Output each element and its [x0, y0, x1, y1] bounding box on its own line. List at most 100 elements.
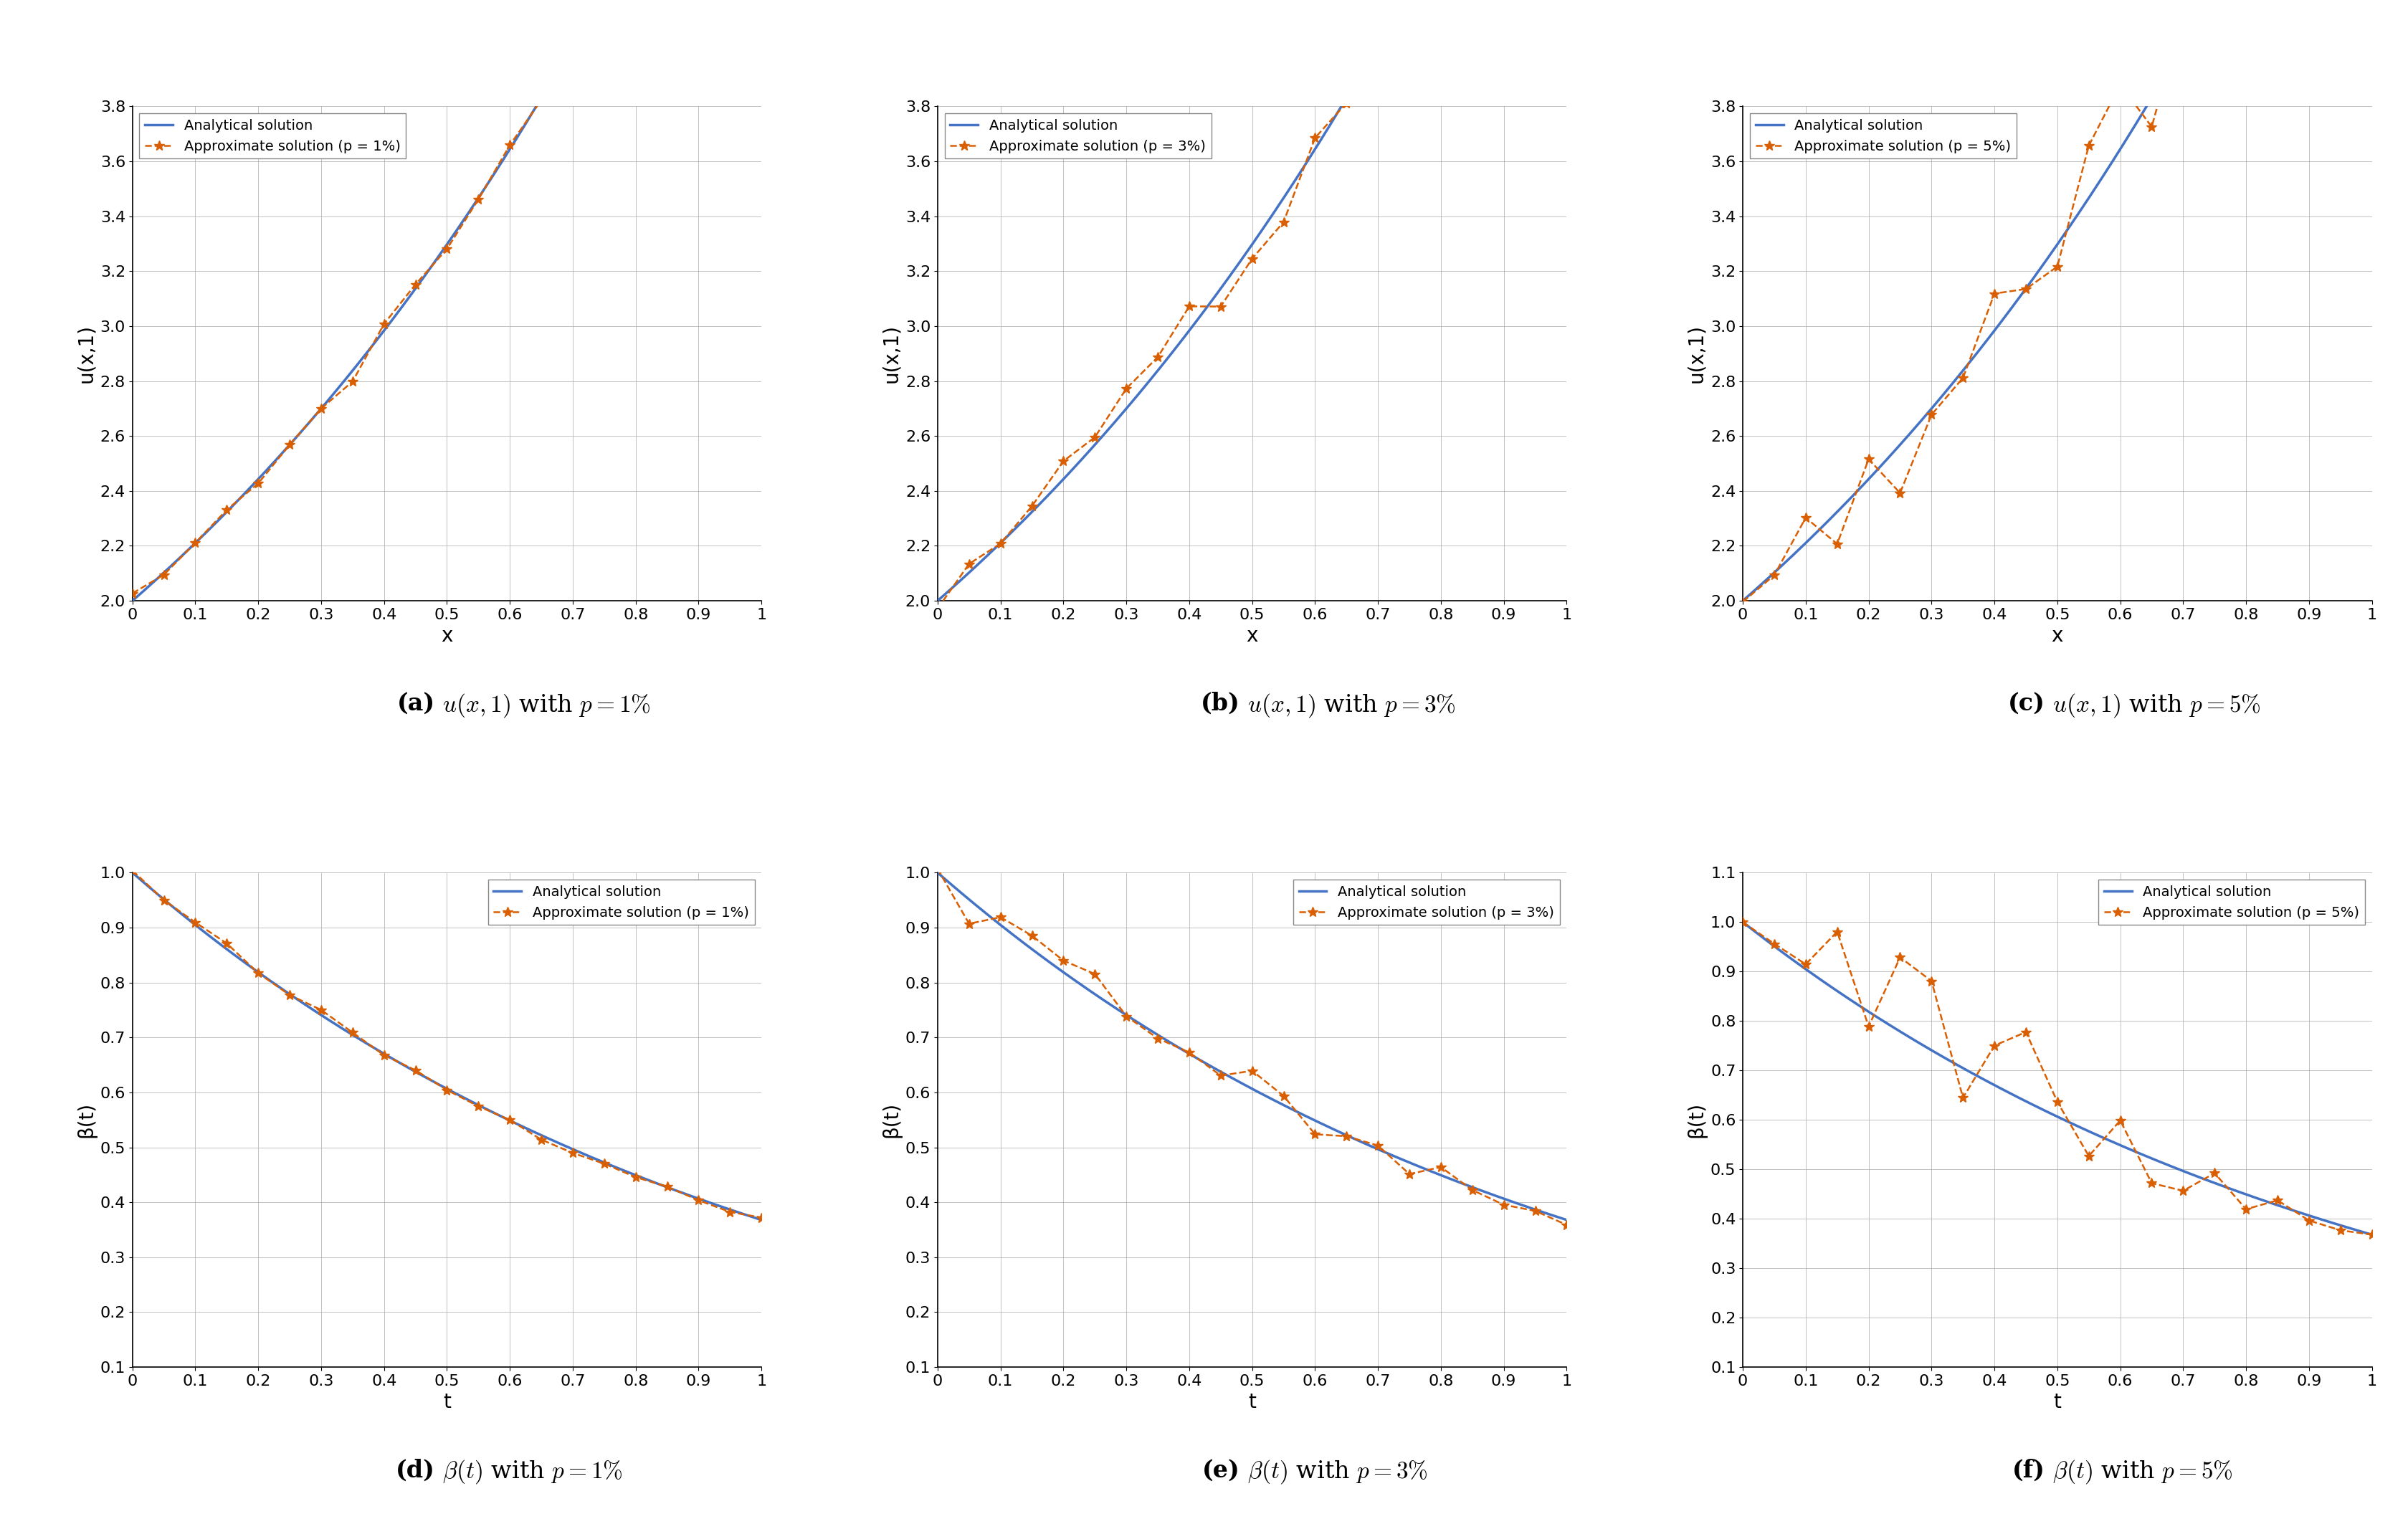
Line: Approximate solution (p = 1%): Approximate solution (p = 1%): [128, 866, 766, 1223]
Analytical solution: [633, 1171, 662, 1189]
Approximate solution (p = 3%): [1269, 1086, 1298, 1104]
Approximate solution (p = 5%): [2042, 1092, 2071, 1110]
Approximate solution (p = 5%): [2201, 1164, 2230, 1182]
Approximate solution (p = 3%): [922, 600, 951, 618]
Legend: Analytical solution, Approximate solution (p = 1%): Analytical solution, Approximate solutio…: [140, 114, 407, 158]
Approximate solution (p = 5%): [2107, 1112, 2136, 1130]
Approximate solution (p = 3%): [1522, 1202, 1551, 1220]
Analytical solution: [922, 864, 951, 883]
Approximate solution (p = 3%): [1426, 1157, 1454, 1176]
Approximate solution (p = 1%): [590, 1154, 619, 1173]
Approximate solution (p = 5%): [2138, 1174, 2167, 1192]
Analytical solution: [458, 197, 486, 216]
Approximate solution (p = 3%): [1112, 1007, 1141, 1025]
Approximate solution (p = 5%): [1854, 1018, 1883, 1036]
Analytical solution: [1440, 1171, 1469, 1189]
Approximate solution (p = 3%): [922, 860, 951, 878]
Approximate solution (p = 5%): [1760, 934, 1789, 952]
Approximate solution (p = 3%): [1332, 94, 1361, 112]
Analytical solution: [491, 1110, 520, 1129]
Approximate solution (p = 3%): [987, 908, 1016, 927]
Line: Approximate solution (p = 5%): Approximate solution (p = 5%): [1739, 917, 2377, 1240]
Approximate solution (p = 1%): [306, 399, 335, 418]
Approximate solution (p = 1%): [715, 1203, 744, 1221]
Approximate solution (p = 3%): [1081, 965, 1110, 983]
Approximate solution (p = 5%): [1917, 406, 1946, 424]
Approximate solution (p = 3%): [1300, 1126, 1329, 1144]
Y-axis label: β(t): β(t): [77, 1101, 96, 1138]
Text: (c): (c): [2008, 691, 2044, 715]
Analytical solution: [118, 864, 147, 883]
Approximate solution (p = 1%): [559, 36, 588, 55]
Text: $\beta(t)$ with $p=1\%$: $\beta(t)$ with $p=1\%$: [436, 1458, 624, 1486]
Text: (e): (e): [1202, 1458, 1240, 1483]
Approximate solution (p = 3%): [954, 914, 982, 933]
Line: Analytical solution: Analytical solution: [1743, 0, 2372, 600]
Approximate solution (p = 3%): [1050, 453, 1079, 471]
Analytical solution: [2030, 252, 2059, 270]
Analytical solution: [2102, 1135, 2131, 1153]
Approximate solution (p = 5%): [1729, 592, 1758, 611]
Approximate solution (p = 3%): [1175, 298, 1204, 316]
Approximate solution (p = 5%): [2357, 1226, 2386, 1244]
Approximate solution (p = 5%): [2138, 117, 2167, 135]
Text: $\beta(t)$ with $p=3\%$: $\beta(t)$ with $p=3\%$: [1240, 1458, 1428, 1486]
Legend: Analytical solution, Approximate solution (p = 3%): Analytical solution, Approximate solutio…: [1293, 880, 1560, 925]
Approximate solution (p = 3%): [1081, 428, 1110, 447]
Approximate solution (p = 1%): [590, 0, 619, 9]
X-axis label: t: t: [1247, 1393, 1257, 1413]
Approximate solution (p = 5%): [1885, 948, 1914, 966]
Approximate solution (p = 5%): [2011, 279, 2040, 298]
Line: Analytical solution: Analytical solution: [937, 873, 1568, 1220]
Approximate solution (p = 1%): [212, 934, 241, 952]
Approximate solution (p = 1%): [275, 436, 303, 454]
Approximate solution (p = 3%): [1394, 1165, 1423, 1183]
Analytical solution: [2343, 1221, 2372, 1240]
Legend: Analytical solution, Approximate solution (p = 5%): Analytical solution, Approximate solutio…: [2097, 880, 2365, 925]
Approximate solution (p = 3%): [1144, 348, 1173, 366]
Analytical solution: [2357, 1226, 2386, 1244]
Approximate solution (p = 3%): [1300, 129, 1329, 147]
Approximate solution (p = 1%): [746, 1209, 775, 1227]
Approximate solution (p = 3%): [1019, 927, 1047, 945]
Approximate solution (p = 1%): [496, 1110, 525, 1129]
Approximate solution (p = 1%): [368, 1047, 397, 1065]
Analytical solution: [1221, 1071, 1250, 1089]
Analytical solution: [1264, 1094, 1293, 1112]
Approximate solution (p = 1%): [621, 1168, 650, 1186]
Approximate solution (p = 5%): [2201, 0, 2230, 17]
Approximate solution (p = 5%): [2295, 1211, 2324, 1229]
Y-axis label: u(x,1): u(x,1): [1686, 324, 1707, 383]
Text: $u(x,1)$ with $p=3\%$: $u(x,1)$ with $p=3\%$: [1240, 691, 1454, 718]
Approximate solution (p = 1%): [433, 1082, 462, 1100]
Analytical solution: [2244, 1189, 2273, 1208]
Approximate solution (p = 1%): [402, 275, 431, 293]
Approximate solution (p = 1%): [402, 1062, 431, 1080]
Analytical solution: [746, 1211, 775, 1229]
Approximate solution (p = 5%): [1792, 955, 1820, 974]
Approximate solution (p = 1%): [306, 1001, 335, 1019]
Approximate solution (p = 5%): [2073, 1147, 2102, 1165]
Analytical solution: [2102, 144, 2131, 163]
Analytical solution: [2068, 1120, 2097, 1138]
Approximate solution (p = 1%): [496, 137, 525, 155]
Approximate solution (p = 1%): [337, 1024, 366, 1042]
Approximate solution (p = 3%): [1112, 380, 1141, 398]
Text: $u(x,1)$ with $p=5\%$: $u(x,1)$ with $p=5\%$: [2044, 691, 2261, 718]
Approximate solution (p = 5%): [1948, 369, 1977, 387]
Approximate solution (p = 5%): [1979, 284, 2008, 302]
Approximate solution (p = 1%): [243, 965, 272, 983]
Approximate solution (p = 1%): [433, 240, 462, 258]
Analytical solution: [1221, 258, 1250, 276]
Line: Analytical solution: Analytical solution: [1743, 922, 2372, 1235]
Analytical solution: [1298, 144, 1327, 163]
Approximate solution (p = 1%): [527, 91, 556, 109]
Analytical solution: [421, 252, 450, 270]
X-axis label: t: t: [443, 1393, 450, 1413]
Approximate solution (p = 3%): [954, 554, 982, 573]
Approximate solution (p = 5%): [2264, 1191, 2292, 1209]
Approximate solution (p = 1%): [149, 565, 178, 583]
Approximate solution (p = 5%): [1917, 972, 1946, 990]
Approximate solution (p = 1%): [465, 190, 494, 208]
Approximate solution (p = 1%): [181, 913, 209, 931]
